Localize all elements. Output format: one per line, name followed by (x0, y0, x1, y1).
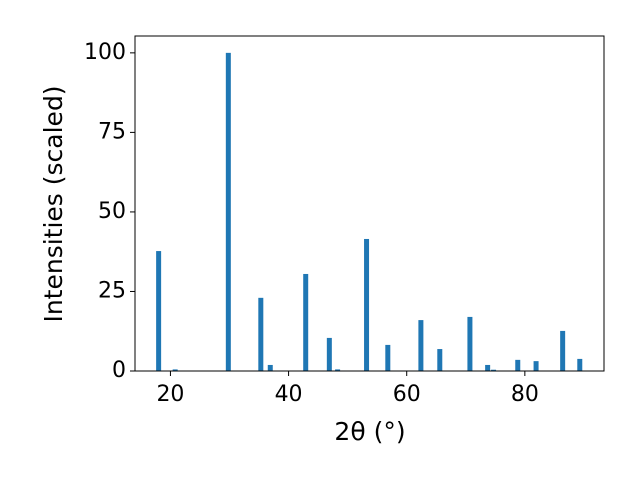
x-tick-label: 20 (156, 382, 184, 407)
bar (491, 369, 497, 371)
bar (364, 238, 370, 371)
bar (303, 273, 309, 371)
bar (515, 359, 521, 371)
bar (225, 52, 231, 371)
y-tick-label: 0 (112, 358, 126, 383)
y-tick-label: 25 (98, 278, 126, 303)
x-tick-label: 60 (393, 382, 421, 407)
bar (258, 297, 264, 371)
bar (437, 349, 443, 371)
bar (418, 320, 424, 371)
x-tick-label: 40 (275, 382, 303, 407)
bar (326, 337, 332, 371)
bar (267, 364, 273, 371)
y-tick-label: 100 (84, 40, 126, 65)
plot-frame (134, 35, 605, 372)
bar (172, 369, 178, 371)
y-tick-label: 75 (98, 119, 126, 144)
bar (385, 344, 391, 371)
y-tick-label: 50 (98, 199, 126, 224)
bar (533, 361, 539, 371)
bar (560, 330, 566, 371)
x-tick-label: 80 (511, 382, 539, 407)
bar (467, 316, 473, 371)
bar (577, 358, 583, 371)
x-axis-label: 2θ (°) (334, 417, 405, 446)
y-axis-label: Intensities (scaled) (39, 85, 68, 322)
bar (335, 369, 341, 371)
bar (156, 251, 162, 371)
bar (485, 364, 491, 371)
